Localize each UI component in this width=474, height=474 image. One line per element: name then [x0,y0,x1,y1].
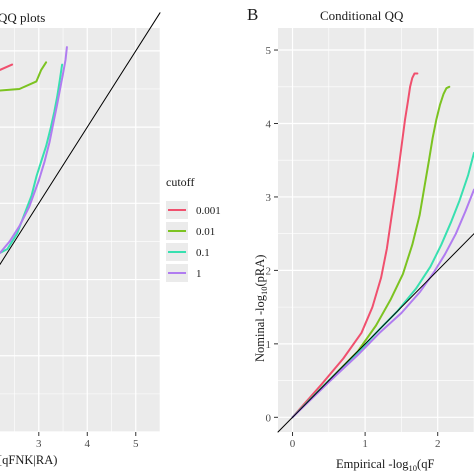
panel-b-background [278,28,474,432]
legend-item-label: 1 [196,268,202,280]
y-tick-label: 1 [266,339,272,351]
legend: cutoff 0.001 0.01 0.1 1 [166,175,221,282]
panel-b-letter: B [247,5,258,24]
x-tick-label: 5 [133,438,139,450]
x-tick-label: 0 [290,438,296,450]
series-line-0-001 [0,63,14,71]
panel-a-x-axis-label: [qFNK|RA) [0,453,57,467]
panel-a-title: QQ plots [0,10,45,25]
panel-b-y-ticks: 0 1 2 3 4 5 [266,45,278,424]
legend-item-label: 0.1 [196,247,210,259]
series-line-reference [277,233,474,433]
series-line-1 [0,46,68,254]
series-line-1 [291,188,474,419]
y-tick-label: 3 [266,192,272,204]
series-line-0-01 [0,61,48,92]
panel-b-title: Conditional QQ [320,8,404,23]
x-tick-label: 3 [36,438,42,450]
series-line-reference [0,12,161,265]
series-line-0-1 [0,63,64,254]
x-tick-label: 4 [85,438,91,450]
panel-b-grid [278,28,474,432]
y-tick-label: 4 [266,118,272,130]
y-tick-label: 2 [266,265,272,277]
series-line-0-1 [291,151,474,419]
panel-b-x-axis-label: Empirical -log10(qF [336,457,434,473]
y-tick-label: 0 [266,412,272,424]
panel-a: 3 4 5 QQ plots [qFNK|RA) [0,10,161,467]
x-tick-label: 1 [362,438,368,450]
legend-item-label: 0.001 [196,205,221,217]
legend-item-label: 0.01 [196,226,215,238]
x-tick-label: 2 [435,438,441,450]
panel-a-x-ticks: 3 4 5 [36,432,139,450]
panel-b-series [277,72,474,433]
panel-a-series [0,12,161,265]
series-line-0-001 [291,72,419,419]
panel-a-grid [0,28,161,433]
panel-a-background [0,28,160,432]
panel-b-y-axis-label: Nominal -log10(pRA) [253,255,269,362]
y-tick-label: 5 [266,45,272,57]
legend-items: 0.001 0.01 0.1 1 [166,201,221,282]
legend-title: cutoff [166,175,194,189]
panel-b: 0 1 2 0 1 2 3 4 5 B Conditional QQ Empirical -l… [247,5,474,473]
series-line-0-01 [291,85,451,419]
panel-b-x-ticks: 0 1 2 [290,432,441,450]
